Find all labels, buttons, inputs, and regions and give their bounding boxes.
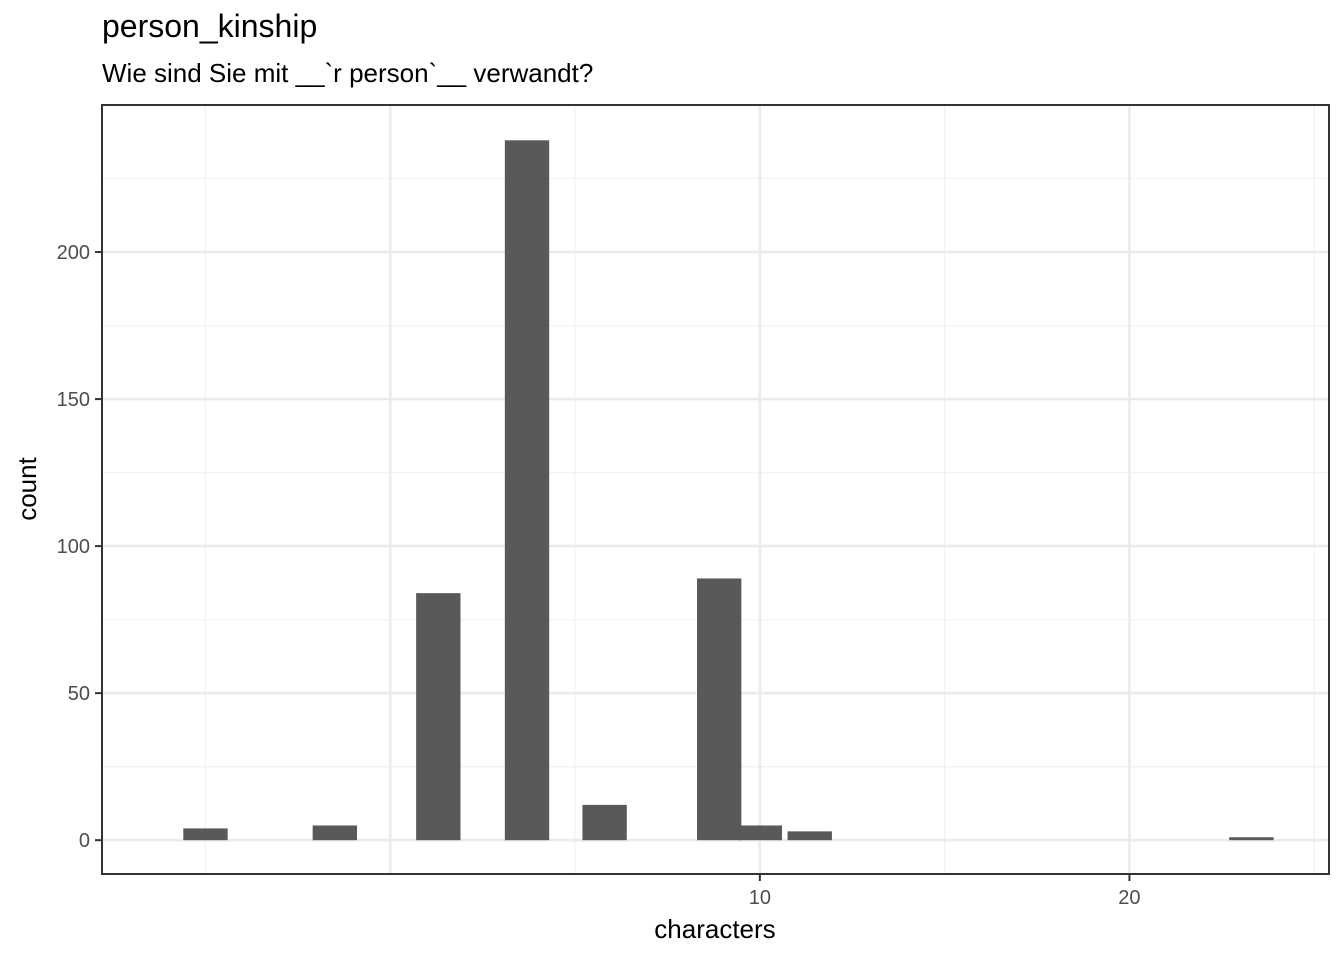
axis-layer: 0 50 100 150 200 10 20: [57, 242, 1141, 909]
y-tick-label: 0: [79, 830, 90, 852]
y-axis-title: count: [12, 456, 42, 520]
grid-layer: [102, 105, 1329, 874]
y-tick-label: 100: [57, 536, 90, 558]
bar-7: [787, 831, 832, 841]
y-tick-label: 200: [57, 242, 90, 264]
x-axis-title: characters: [654, 914, 775, 944]
bar-2: [416, 593, 461, 841]
panel-border: [101, 104, 1330, 875]
bar-5: [697, 578, 742, 841]
bar-1: [312, 825, 358, 841]
y-tick-label: 50: [68, 683, 90, 705]
y-tick-label: 150: [57, 389, 90, 411]
x-tick-label: 10: [749, 887, 771, 909]
chart-subtitle: Wie sind Sie mit __`r person`__ verwandt…: [102, 58, 594, 88]
bar-6: [737, 825, 783, 841]
bar-layer: [183, 140, 1274, 841]
x-tick-label: 20: [1118, 887, 1140, 909]
bar-0: [183, 828, 228, 841]
bar-4: [582, 804, 627, 841]
chart-title: person_kinship: [102, 8, 318, 44]
bar-8: [1229, 837, 1274, 841]
bar-3: [504, 140, 550, 841]
